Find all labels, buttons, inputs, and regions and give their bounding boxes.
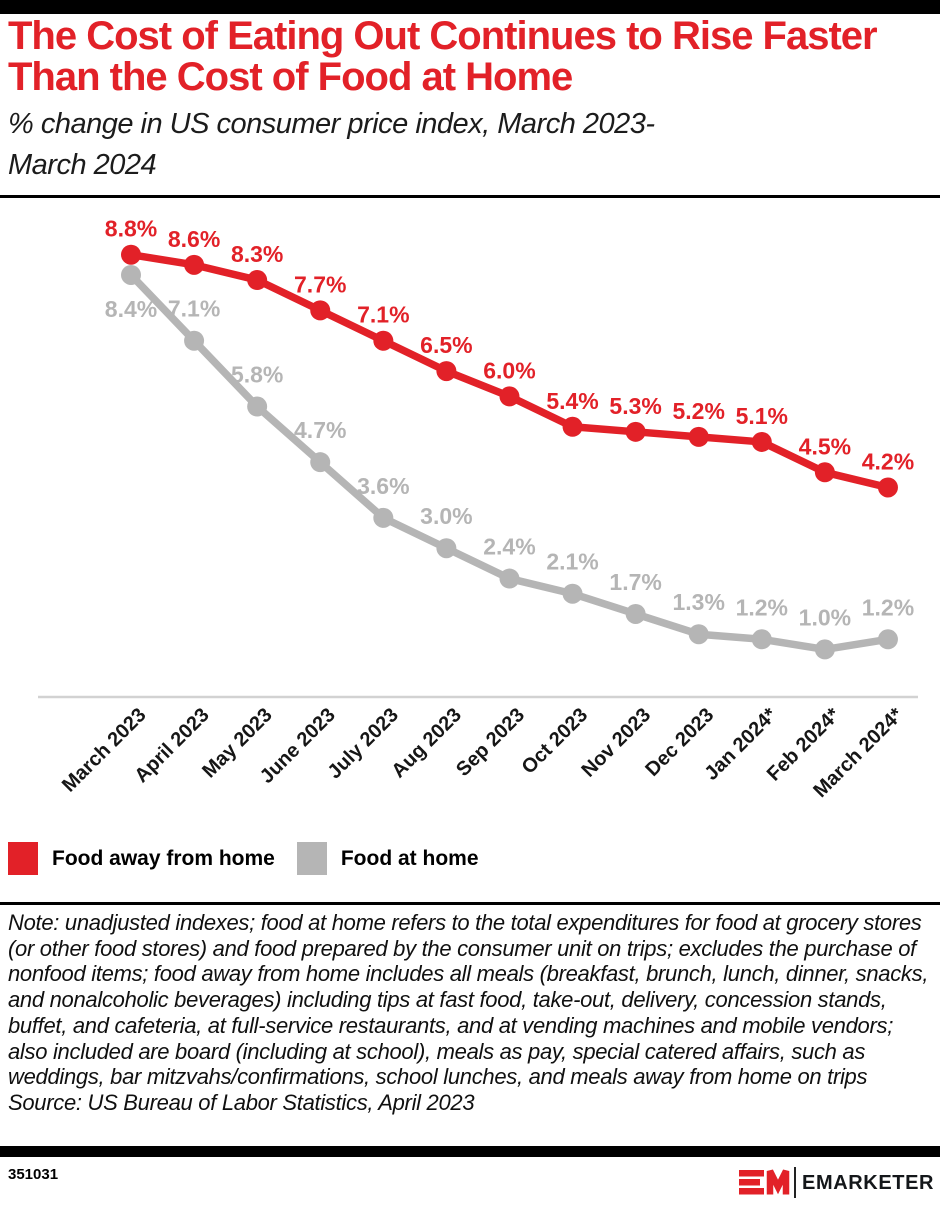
data-point [310,452,331,473]
data-point [688,624,709,645]
subtitle-line-2: March 2024 [8,149,157,181]
data-label: 5.4% [546,388,598,414]
x-axis-label: Aug 2023 [387,704,465,782]
data-point [373,330,394,351]
data-point [247,270,268,291]
data-point [625,603,646,624]
data-label: 1.3% [673,589,725,615]
top-black-bar [0,0,940,14]
title-line-2: Than the Cost of Food at Home [8,55,573,99]
data-label: 4.7% [294,417,346,443]
data-point [499,386,520,407]
data-label: 3.0% [420,503,472,529]
header-divider [0,195,940,198]
line-chart-svg: 8.4% 7.1% 5.8% 4.7% 3.6% 3.0% 2.4% 2.1% 1.7% 1.3%… [38,216,918,802]
source-text: Source: US Bureau of Labor Statistics, A… [8,1089,475,1115]
data-label: 1.7% [609,569,661,595]
data-point [436,538,457,559]
legend-label: Food at home [340,847,479,870]
data-label: 5.3% [609,393,661,419]
data-label: 4.5% [799,433,851,459]
legend-item-food-away-from-home: Food away from home [8,842,275,875]
legend-divider [0,902,940,905]
data-label: 5.8% [231,362,283,388]
data-point [877,477,898,498]
data-point [373,507,394,528]
page-title: The Cost of Eating Out Continues to Rise… [8,16,938,98]
emarketer-logo: EMARKETER [739,1167,934,1198]
chart-legend: Food away from home Food at home [8,842,479,875]
data-point [499,568,520,589]
data-point [562,416,583,437]
data-label: 7.1% [168,296,220,322]
data-label: 7.7% [294,271,346,297]
data-point [814,639,835,660]
legend-swatch-red [8,842,38,875]
data-label: 6.0% [483,357,535,383]
note-text: Note: unadjusted indexes; food at home r… [8,910,929,1090]
footnote-block: Note: unadjusted indexes; food at home r… [8,910,932,1116]
data-label: 2.1% [546,549,598,575]
data-point [184,254,205,275]
data-point [121,264,141,285]
data-point [121,244,141,265]
data-point [625,421,646,442]
x-axis-label: Nov 2023 [578,704,656,782]
legend-label: Food away from home [52,847,275,870]
data-point [310,300,331,321]
data-label: 8.3% [231,241,283,267]
emarketer-logo-monogram [739,1169,790,1195]
bottom-black-bar [0,1146,940,1157]
brand-wordmark: EMARKETER [802,1172,934,1194]
data-label: 1.2% [862,594,914,620]
data-point [184,330,205,351]
data-point [877,629,898,650]
data-label: 8.4% [105,296,157,322]
data-point [436,361,457,382]
data-point [751,431,772,452]
line-chart: 8.4% 7.1% 5.8% 4.7% 3.6% 3.0% 2.4% 2.1% 1.7% 1.3%… [0,200,940,845]
data-label: 4.2% [862,448,914,474]
data-label: 2.4% [483,534,535,560]
data-label: 3.6% [357,473,409,499]
data-label: 6.5% [420,332,472,358]
data-label: 5.2% [673,398,725,424]
legend-item-food-at-home: Food at home [296,842,479,875]
data-point [814,462,835,483]
data-label: 1.0% [799,604,851,630]
chart-subtitle: % change in US consumer price index, Mar… [8,104,938,186]
data-label: 1.2% [736,594,788,620]
data-point [688,426,709,447]
data-point [247,396,268,417]
logo-m-letter [766,1169,790,1195]
data-label: 8.6% [168,226,220,252]
subtitle-line-1: % change in US consumer price index, Mar… [8,108,655,140]
data-point [751,629,772,650]
x-axis-label: Sep 2023 [452,704,529,781]
data-label: 5.1% [736,403,788,429]
legend-swatch-gray [296,842,327,875]
series-line-food-at-home [127,271,892,654]
chart-id: 351031 [8,1166,59,1183]
x-axis-label: March 2023 [58,704,151,797]
data-label: 7.1% [357,302,409,328]
data-label: 8.8% [105,216,157,242]
title-line-1: The Cost of Eating Out Continues to Rise… [8,14,878,58]
data-point [562,583,583,604]
